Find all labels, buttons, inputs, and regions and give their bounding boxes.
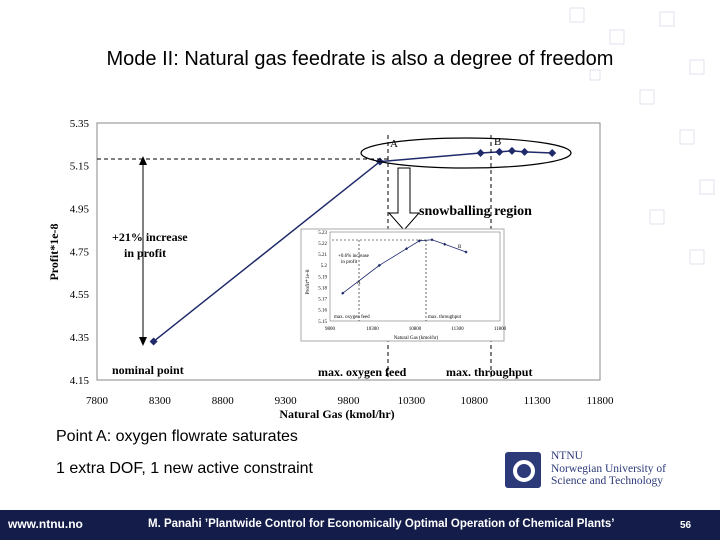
y-tick-label: 5.21 — [318, 253, 327, 258]
x-tick-label: 7800 — [86, 395, 109, 407]
y-tick-label: 5.35 — [70, 118, 90, 130]
y-tick-label: 5.18 — [318, 286, 327, 291]
increase-arrowhead-bottom — [139, 337, 147, 346]
x-tick-label: 11800 — [586, 395, 614, 407]
x-tick-label: 10800 — [409, 327, 422, 332]
data-point — [548, 148, 557, 157]
y-tick-label: 4.15 — [70, 375, 90, 387]
inset-point-b-label: B — [458, 245, 462, 250]
ntnu-logo-text: NTNU Norwegian University of Science and… — [551, 450, 666, 487]
y-tick-label: 5.19 — [318, 275, 327, 280]
max-oxygen-label: max. oxygen feed — [318, 365, 407, 379]
page-number: 56 — [680, 520, 692, 531]
bullet-point-a: Point A: oxygen flowrate saturates — [56, 428, 298, 445]
y-tick-label: 5.22 — [318, 242, 327, 247]
x-tick-label: 10300 — [398, 395, 426, 407]
x-axis-label: Natural Gas (kmol/hr) — [279, 407, 394, 421]
x-tick-label: 10800 — [461, 395, 489, 407]
y-tick-label: 4.55 — [70, 289, 90, 301]
x-tick-label: 9300 — [275, 395, 298, 407]
x-tick-label: 11300 — [451, 327, 464, 332]
nominal-point-label: nominal point — [112, 363, 184, 377]
inset-increase-annotation: +0.6% increase in profit — [338, 254, 370, 265]
y-tick-label: 4.35 — [70, 332, 90, 344]
y-tick-label: 4.95 — [70, 204, 90, 216]
ntnu-logo-icon — [505, 452, 541, 488]
snowballing-region-label: snowballing region — [419, 204, 532, 219]
y-tick-label: 5.17 — [318, 298, 327, 303]
y-tick-label: 4.75 — [70, 246, 90, 258]
inset-plot-area — [329, 231, 501, 322]
data-point — [404, 247, 409, 251]
x-tick-label: 10300 — [366, 327, 379, 332]
data-point — [341, 291, 345, 295]
data-point — [430, 238, 434, 242]
x-tick-label: 9800 — [338, 395, 361, 407]
data-point — [476, 148, 485, 157]
bullet-extra-dof: 1 extra DOF, 1 new active constraint — [56, 460, 313, 477]
y-tick-label: 5.23 — [318, 231, 327, 236]
snowballing-ellipse — [360, 137, 572, 169]
x-tick-label: 11300 — [524, 395, 552, 407]
zoom-arrow — [387, 167, 421, 231]
x-tick-label: 11800 — [494, 327, 507, 332]
increase-arrowhead-top — [139, 156, 147, 165]
inset-chart: 9800 10300 10800 11300 11800 5.15 5.16 5.17 5.18… — [300, 228, 507, 342]
y-tick-label: 5.15 — [70, 161, 90, 173]
inset-max-throughput-label: max. throughput — [428, 315, 462, 320]
slide-title: Mode II: Natural gas feedrate is also a … — [106, 48, 614, 70]
x-tick-label: 9800 — [325, 327, 336, 332]
decorative-square-pattern — [569, 7, 715, 265]
footer-bar: www.ntnu.no M. Panahi ’Plantwide Control… — [0, 510, 720, 540]
inset-x-axis-label: Natural Gas (kmol/hr) — [394, 336, 439, 341]
data-point — [507, 146, 516, 155]
footer-credit: M. Panahi ’Plantwide Control for Economi… — [148, 518, 615, 530]
footer-url: www.ntnu.no — [8, 517, 83, 531]
y-tick-label: 5.15 — [318, 320, 327, 325]
inset-y-axis-label: Profit*1e-8 — [304, 269, 311, 294]
data-point — [464, 250, 468, 254]
x-tick-label: 8800 — [212, 395, 235, 407]
inset-point-a-label: A — [357, 281, 361, 286]
data-point — [495, 147, 504, 156]
data-point — [377, 263, 381, 267]
data-point — [443, 242, 447, 246]
point-b-label: B — [494, 136, 501, 148]
x-tick-label: 8300 — [149, 395, 172, 407]
ntnu-logo: NTNU Norwegian University of Science and… — [505, 450, 700, 494]
point-a-label: A — [390, 138, 398, 150]
y-tick-label: 5.2 — [321, 264, 328, 269]
y-axis-label: Profit*1e-8 — [47, 223, 61, 280]
y-tick-label: 5.16 — [318, 309, 327, 314]
data-point — [520, 147, 529, 156]
max-throughput-label: max. throughput — [446, 365, 532, 379]
data-point — [149, 337, 158, 346]
increase-annotation: +21% increase in profit — [112, 230, 188, 260]
inset-max-oxygen-label: max. oxygen feed — [334, 315, 370, 320]
